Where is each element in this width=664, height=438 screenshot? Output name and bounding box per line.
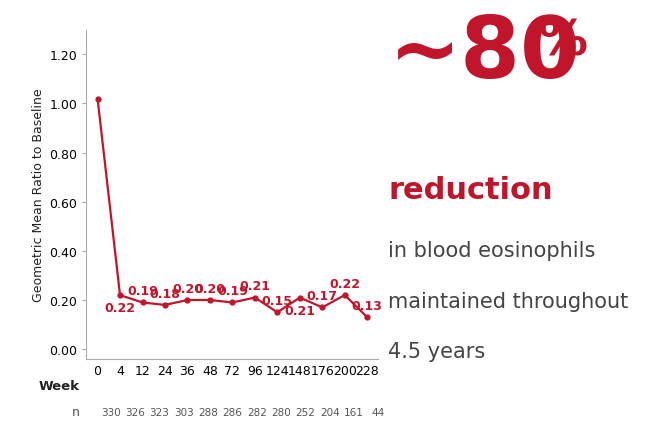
Text: 0.15: 0.15 bbox=[262, 294, 293, 307]
Text: 0.18: 0.18 bbox=[149, 287, 181, 300]
Text: 0.19: 0.19 bbox=[217, 284, 248, 297]
Text: 286: 286 bbox=[222, 407, 242, 417]
Text: %: % bbox=[538, 18, 588, 65]
Text: in blood eosinophils: in blood eosinophils bbox=[388, 241, 596, 261]
Text: 0.19: 0.19 bbox=[127, 284, 158, 297]
Text: 0.20: 0.20 bbox=[195, 282, 225, 295]
Text: ~80: ~80 bbox=[388, 13, 580, 96]
Text: reduction: reduction bbox=[388, 175, 553, 204]
Text: 0.22: 0.22 bbox=[329, 277, 361, 290]
Text: n: n bbox=[72, 405, 80, 418]
Text: 0.13: 0.13 bbox=[352, 299, 382, 312]
Text: 0.21: 0.21 bbox=[240, 279, 270, 293]
Text: 44: 44 bbox=[372, 407, 385, 417]
Text: 303: 303 bbox=[174, 407, 194, 417]
Text: maintained throughout: maintained throughout bbox=[388, 291, 629, 311]
Text: 326: 326 bbox=[125, 407, 145, 417]
Text: 0.17: 0.17 bbox=[307, 290, 338, 302]
Text: 282: 282 bbox=[247, 407, 267, 417]
Text: 288: 288 bbox=[198, 407, 218, 417]
Text: 252: 252 bbox=[295, 407, 315, 417]
Y-axis label: Geometric Mean Ratio to Baseline: Geometric Mean Ratio to Baseline bbox=[32, 88, 45, 301]
Text: 330: 330 bbox=[101, 407, 121, 417]
Text: 204: 204 bbox=[320, 407, 340, 417]
Text: 0.20: 0.20 bbox=[172, 282, 203, 295]
Text: 0.21: 0.21 bbox=[284, 304, 315, 317]
Text: 0.22: 0.22 bbox=[104, 301, 135, 314]
Text: 161: 161 bbox=[344, 407, 364, 417]
Text: 4.5 years: 4.5 years bbox=[388, 342, 485, 362]
Text: 323: 323 bbox=[149, 407, 169, 417]
Text: 280: 280 bbox=[271, 407, 291, 417]
Text: Week: Week bbox=[39, 379, 80, 392]
